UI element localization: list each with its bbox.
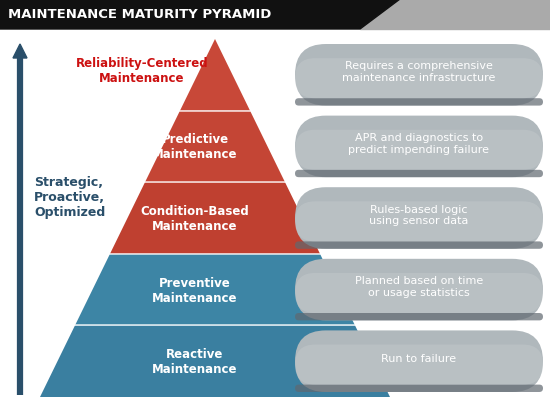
- Polygon shape: [0, 0, 400, 30]
- FancyBboxPatch shape: [295, 45, 543, 106]
- FancyBboxPatch shape: [295, 130, 543, 171]
- Polygon shape: [145, 111, 285, 183]
- Text: Run to failure: Run to failure: [382, 353, 456, 363]
- Polygon shape: [110, 183, 320, 254]
- FancyBboxPatch shape: [295, 59, 543, 99]
- FancyBboxPatch shape: [295, 188, 543, 249]
- Text: Requires a comprehensive
maintenance infrastructure: Requires a comprehensive maintenance inf…: [342, 61, 496, 83]
- Polygon shape: [180, 40, 250, 111]
- Text: APR and diagnostics to
predict impending failure: APR and diagnostics to predict impending…: [349, 133, 490, 154]
- FancyBboxPatch shape: [295, 345, 543, 384]
- Text: Preventive
Maintenance: Preventive Maintenance: [152, 276, 238, 304]
- Polygon shape: [360, 0, 550, 30]
- FancyBboxPatch shape: [295, 171, 543, 178]
- FancyBboxPatch shape: [295, 330, 543, 392]
- Text: Reliability-Centered
Maintenance: Reliability-Centered Maintenance: [76, 57, 208, 85]
- Text: Reactive
Maintenance: Reactive Maintenance: [152, 347, 238, 375]
- FancyBboxPatch shape: [295, 116, 543, 178]
- FancyBboxPatch shape: [295, 384, 543, 392]
- FancyBboxPatch shape: [295, 99, 543, 106]
- FancyBboxPatch shape: [295, 273, 543, 313]
- FancyBboxPatch shape: [295, 242, 543, 249]
- Text: Rules-based logic
using sensor data: Rules-based logic using sensor data: [369, 204, 469, 225]
- Polygon shape: [75, 254, 355, 326]
- FancyBboxPatch shape: [295, 313, 543, 321]
- Text: Planned based on time
or usage statistics: Planned based on time or usage statistic…: [355, 275, 483, 297]
- Polygon shape: [40, 326, 390, 397]
- Polygon shape: [13, 45, 27, 59]
- Text: Condition-Based
Maintenance: Condition-Based Maintenance: [141, 204, 249, 232]
- FancyBboxPatch shape: [295, 259, 543, 321]
- Text: Strategic,
Proactive,
Optimized: Strategic, Proactive, Optimized: [34, 175, 105, 218]
- Text: MAINTENANCE MATURITY PYRAMID: MAINTENANCE MATURITY PYRAMID: [8, 9, 271, 21]
- FancyBboxPatch shape: [295, 202, 543, 242]
- Text: Predictive
Maintenance: Predictive Maintenance: [152, 133, 238, 161]
